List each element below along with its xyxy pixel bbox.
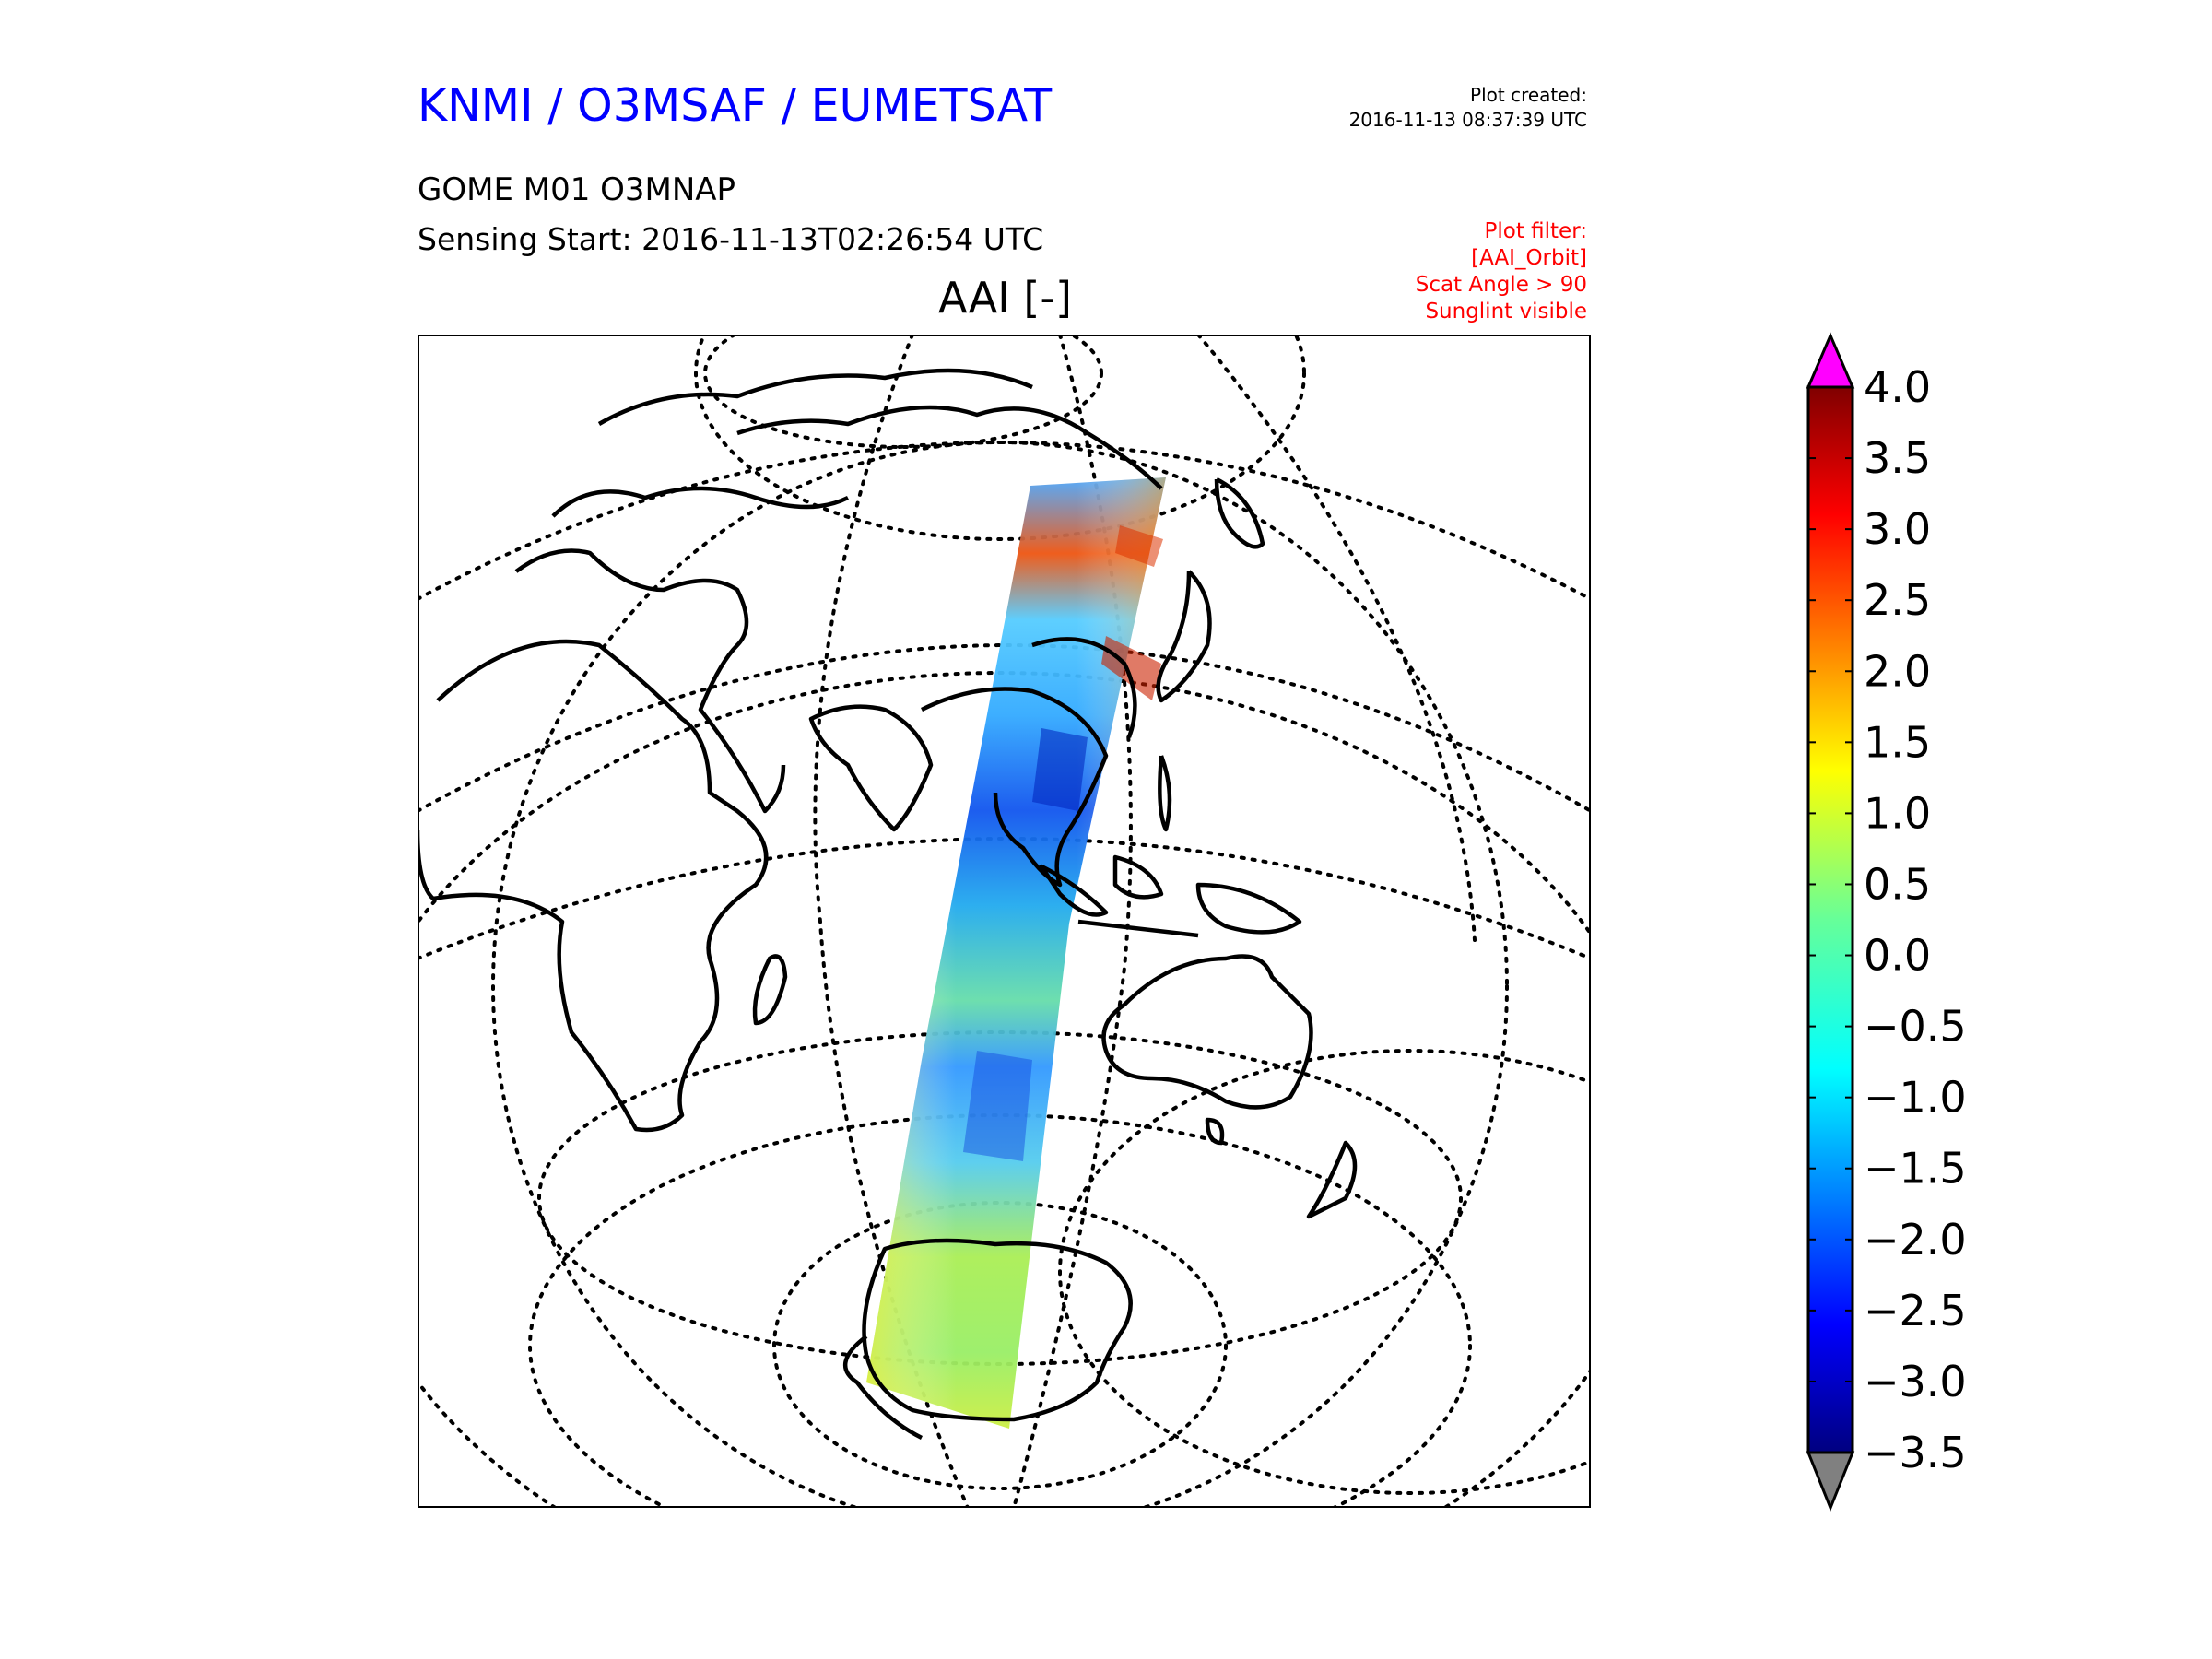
plot-created-time: 2016-11-13 08:37:39 UTC: [1348, 109, 1587, 131]
product-name: GOME M01 O3MNAP: [418, 171, 736, 208]
colorbar-tick-label: 1.0: [1864, 788, 1931, 838]
colorbar-tick-label: 2.0: [1864, 646, 1931, 696]
colorbar: 4.0 3.5 3.0 2.5 2.0 1.5 1.0 0.5 0.0 −0.5 −1.0 −1.5 −…: [1806, 332, 1967, 1512]
colorbar-tick-label: −2.5: [1864, 1286, 1967, 1335]
plot-filter-label: Plot filter:: [1484, 219, 1587, 243]
colorbar-tick-label: 2.5: [1864, 575, 1931, 625]
plot-filter-item: Sunglint visible: [1425, 300, 1587, 324]
colorbar-tick-label: 3.5: [1864, 433, 1931, 483]
plot-filter: Plot filter: [AAI_Orbit] Scat Angle > 90…: [1416, 218, 1587, 325]
colorbar-tick-label: −1.0: [1864, 1073, 1967, 1123]
map-area: [418, 335, 1591, 1508]
colorbar-tick-label: −0.5: [1864, 1002, 1967, 1052]
plot-filter-item: Scat Angle > 90: [1415, 273, 1587, 297]
colorbar-over-triangle: [1806, 332, 1855, 389]
aai-swath: [866, 477, 1166, 1429]
organization-title: KNMI / O3MSAF / EUMETSAT: [418, 79, 1053, 132]
plot-created-label: Plot created:: [1470, 84, 1587, 106]
colorbar-gradient: [1806, 385, 1854, 1454]
plot-created-info: Plot created: 2016-11-13 08:37:39 UTC: [1349, 83, 1587, 133]
colorbar-tick-label: −3.0: [1864, 1357, 1967, 1406]
map-title: AAI [-]: [938, 273, 1072, 323]
colorbar-tick-label: −1.5: [1864, 1144, 1967, 1194]
colorbar-tick-label: 4.0: [1864, 362, 1931, 412]
colorbar-tick-label: 0.5: [1864, 859, 1931, 909]
colorbar-tick-label: 3.0: [1864, 504, 1931, 554]
sensing-start: Sensing Start: 2016-11-13T02:26:54 UTC: [418, 221, 1044, 257]
colorbar-tick-label: −3.5: [1864, 1428, 1967, 1477]
colorbar-tick-label: 0.0: [1864, 931, 1931, 981]
coastlines: [418, 368, 1358, 1441]
colorbar-under-triangle: [1806, 1451, 1855, 1512]
colorbar-tick-label: 1.5: [1864, 717, 1931, 767]
plot-filter-item: [AAI_Orbit]: [1471, 246, 1587, 270]
colorbar-tick-label: −2.0: [1864, 1215, 1967, 1265]
